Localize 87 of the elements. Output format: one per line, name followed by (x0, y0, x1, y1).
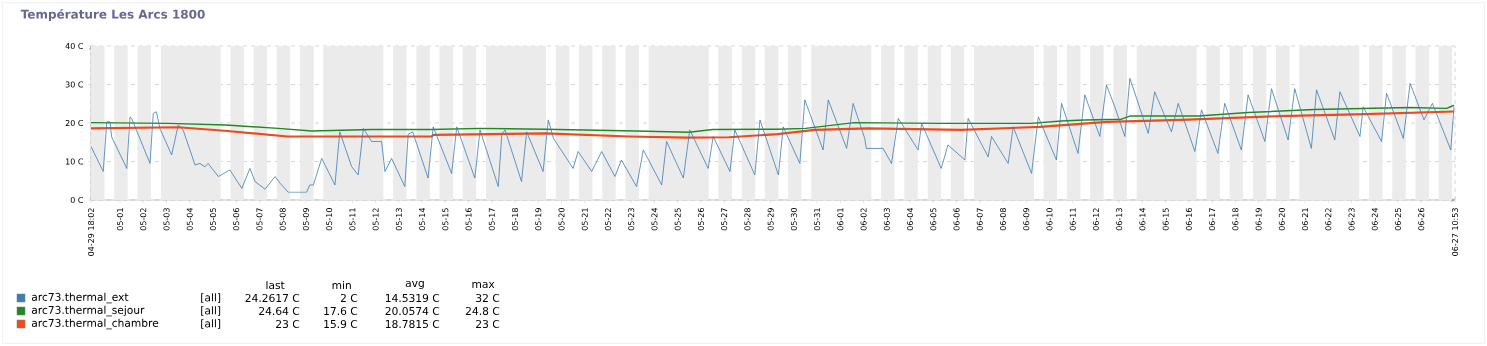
x-tick-label: 05-03 (163, 208, 170, 231)
text: [all] (201, 319, 221, 329)
x-tick-label: 05-16 (465, 208, 472, 231)
x-tick-label: 06-14 (1139, 208, 1146, 231)
text: last (266, 280, 285, 290)
text: 24.8 C (465, 306, 500, 316)
x-tick-label: 06-04 (907, 208, 914, 231)
x-tick-label: 05-01 (116, 208, 124, 231)
text: 17.6 C (324, 306, 358, 316)
text: 18.7815 C (385, 319, 440, 329)
x-tick-label: 05-23 (628, 208, 635, 231)
x-tick-label: 05-06 (233, 208, 240, 231)
x-tick-label: 05-27 (721, 208, 728, 231)
x-tick-label: 06-22 (1325, 208, 1332, 231)
text: 23 C (276, 319, 300, 329)
x-tick-label: 06-16 (1185, 208, 1192, 231)
x-tick-label: 05-19 (535, 208, 542, 231)
x-tick-label: 05-20 (558, 208, 565, 231)
x-tick-label: 05-18 (512, 208, 519, 231)
legend-label: arc73.thermal_ext (31, 292, 129, 304)
y-tick-label: 40 C (65, 42, 84, 50)
x-tick-label: 04-29 18:02 (87, 208, 95, 256)
x-tick-label: 06-10 (1046, 208, 1053, 231)
legend-label: arc73.thermal_chambre (31, 318, 159, 330)
x-tick-label: 05-26 (697, 208, 704, 231)
x-tick-label: 05-10 (326, 208, 333, 231)
y-tick-label: 20 C (65, 119, 84, 127)
x-tick-label: 06-13 (1116, 208, 1123, 231)
x-tick-label: 06-03 (883, 208, 890, 231)
x-tick-label: 05-05 (209, 208, 216, 231)
text: 14.5319 C (385, 293, 440, 303)
x-tick-label: 06-17 (1209, 208, 1216, 231)
x-tick-label: 06-27 10:53 (1452, 208, 1459, 256)
x-tick-label: 05-07 (256, 208, 263, 231)
x-tick-label: 06-24 (1371, 208, 1378, 231)
x-tick-label: 06-15 (1162, 208, 1169, 231)
x-tick-label: 06-09 (1023, 208, 1030, 231)
legend-label: arc73.thermal_sejour (31, 305, 145, 317)
x-tick-label: 06-01 (837, 208, 844, 231)
x-tick-label: 05-11 (349, 208, 356, 231)
x-tick-label: 05-09 (302, 208, 309, 231)
y-tick-label: 0 C (70, 196, 84, 204)
x-tick-label: 06-21 (1302, 208, 1309, 231)
text: max (472, 281, 495, 289)
x-tick-label: 06-26 (1418, 208, 1425, 231)
x-tick-label: 05-30 (790, 208, 797, 231)
x-tick-label: 05-21 (581, 208, 588, 231)
x-tick-label: 06-06 (953, 208, 960, 231)
x-tick-label: 05-22 (604, 208, 611, 231)
text: avg (405, 280, 424, 290)
text: 24.2617 C (245, 293, 300, 303)
x-tick-label: 05-13 (395, 208, 402, 231)
x-tick-label: 05-24 (651, 208, 658, 231)
x-tick-label: 06-07 (976, 208, 983, 231)
text: 15.9 C (324, 319, 358, 329)
x-tick-label: 06-23 (1348, 208, 1355, 231)
x-tick-label: 06-19 (1255, 208, 1262, 231)
x-tick-label: 05-14 (419, 208, 426, 231)
text: 32 C (476, 293, 500, 303)
x-tick-label: 05-15 (442, 208, 449, 231)
text: 24.64 C (259, 306, 300, 316)
x-tick-label: 05-12 (372, 208, 379, 231)
text: [all] (201, 293, 221, 303)
y-tick-label: 10 C (66, 158, 84, 165)
x-tick-label: 06-02 (860, 208, 867, 231)
y-tick-label: 30 C (65, 81, 84, 88)
x-tick-label: 05-31 (814, 208, 821, 231)
x-tick-label: 06-11 (1069, 208, 1076, 231)
x-tick-label: 06-12 (1092, 208, 1099, 231)
text: [all] (201, 306, 221, 316)
x-tick-label: 05-17 (488, 208, 495, 231)
x-tick-label: 06-08 (999, 208, 1007, 231)
x-tick-label: 05-29 (767, 208, 774, 231)
text: 23 C (476, 319, 500, 329)
x-tick-label: 05-04 (186, 208, 193, 231)
x-tick-label: 05-25 (674, 208, 681, 231)
text: 20.0574 C (385, 306, 440, 316)
x-tick-label: 06-25 (1394, 208, 1402, 231)
x-tick-label: 06-05 (930, 208, 937, 231)
x-tick-label: 06-18 (1232, 208, 1239, 231)
text: 2 C (340, 293, 358, 303)
x-tick-label: 05-02 (140, 208, 147, 231)
x-tick-label: 05-08 (279, 208, 286, 231)
x-tick-label: 06-20 (1278, 208, 1285, 231)
chart-title: Température Les Arcs 1800 (20, 8, 205, 22)
x-tick-label: 05-28 (744, 208, 751, 231)
text: min (332, 280, 351, 290)
